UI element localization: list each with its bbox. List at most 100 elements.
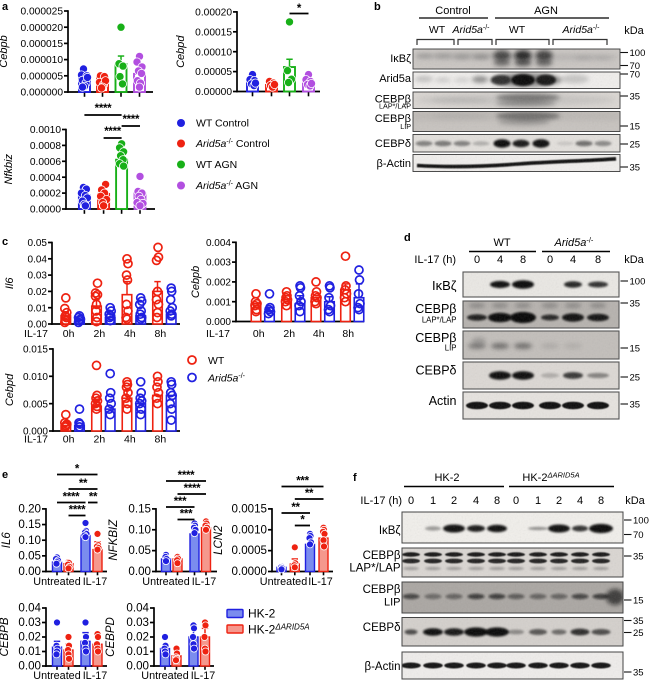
svg-text:0.00020: 0.00020 [195, 8, 232, 19]
svg-text:0.20: 0.20 [18, 503, 41, 516]
svg-text:0.02: 0.02 [28, 287, 48, 298]
svg-text:0.00: 0.00 [28, 320, 48, 331]
svg-text:WT: WT [509, 24, 526, 36]
svg-text:0.001: 0.001 [206, 297, 231, 308]
svg-text:0.03: 0.03 [18, 616, 41, 629]
svg-text:0.003: 0.003 [206, 258, 231, 269]
svg-text:8: 8 [595, 254, 601, 266]
svg-text:IL6: IL6 [1, 532, 13, 549]
svg-text:35: 35 [630, 163, 641, 174]
svg-text:CEBPβ: CEBPβ [375, 113, 411, 125]
svg-text:β-Actin: β-Actin [377, 158, 411, 170]
svg-text:0.00: 0.00 [18, 660, 41, 673]
svg-text:LAP*/LAP: LAP*/LAP [422, 316, 457, 325]
svg-text:IL-17: IL-17 [83, 576, 108, 588]
svg-text:0.000010: 0.000010 [21, 55, 64, 66]
svg-text:a: a [2, 1, 9, 13]
svg-text:CEBPδ: CEBPδ [375, 138, 411, 150]
svg-text:0: 0 [513, 495, 519, 507]
svg-text:0.0010: 0.0010 [232, 523, 267, 536]
svg-text:**: ** [291, 502, 300, 514]
svg-text:LIP: LIP [445, 344, 457, 353]
svg-text:LAP*/LAP: LAP*/LAP [379, 102, 411, 111]
svg-text:0.0005: 0.0005 [232, 544, 267, 557]
svg-text:IL-17: IL-17 [192, 576, 217, 588]
svg-text:35: 35 [630, 92, 641, 103]
svg-text:****: **** [69, 505, 87, 517]
svg-text:1: 1 [535, 495, 541, 507]
svg-text:0.02: 0.02 [126, 631, 149, 644]
svg-text:0h: 0h [63, 434, 75, 446]
svg-text:15: 15 [630, 122, 641, 133]
svg-text:Control: Control [435, 5, 470, 17]
svg-text:8h: 8h [155, 434, 167, 446]
svg-text:**: ** [305, 488, 314, 500]
svg-text:Arid5a-/- Control: Arid5a-/- Control [195, 138, 270, 150]
svg-text:**: ** [79, 478, 88, 490]
svg-text:CEBPβ: CEBPβ [415, 302, 456, 316]
svg-text:*: * [300, 515, 305, 527]
svg-text:0.0000: 0.0000 [30, 205, 61, 216]
svg-text:0.04: 0.04 [18, 602, 41, 615]
svg-text:****: **** [104, 126, 122, 138]
svg-text:8h: 8h [155, 328, 167, 340]
svg-text:4h: 4h [313, 328, 325, 340]
svg-text:0.0002: 0.0002 [30, 189, 61, 200]
svg-text:0.000015: 0.000015 [21, 39, 64, 50]
svg-text:4: 4 [577, 495, 583, 507]
svg-text:4h: 4h [124, 434, 136, 446]
svg-text:LCN2: LCN2 [213, 525, 225, 555]
svg-text:0.00: 0.00 [126, 660, 149, 673]
svg-text:0.00: 0.00 [128, 565, 151, 578]
svg-text:0.10: 0.10 [18, 534, 41, 547]
svg-text:0.04: 0.04 [126, 602, 149, 615]
svg-text:0.000: 0.000 [206, 317, 231, 328]
svg-text:4: 4 [570, 254, 576, 266]
svg-text:e: e [2, 469, 8, 481]
svg-text:0.03: 0.03 [126, 616, 149, 629]
svg-text:35: 35 [630, 299, 641, 310]
svg-text:0.0015: 0.0015 [232, 502, 267, 515]
svg-text:NFKBIZ: NFKBIZ [108, 519, 120, 561]
svg-text:25: 25 [630, 140, 641, 151]
svg-text:2: 2 [451, 495, 457, 507]
svg-text:Untreated: Untreated [33, 670, 80, 682]
svg-text:***: *** [296, 476, 309, 488]
svg-text:Arid5a-/- AGN: Arid5a-/- AGN [195, 180, 258, 192]
svg-text:kDa: kDa [624, 25, 644, 37]
svg-text:***: *** [174, 496, 187, 508]
svg-text:0.01: 0.01 [18, 645, 41, 658]
svg-text:LIP: LIP [400, 122, 411, 131]
svg-text:0.05: 0.05 [18, 549, 41, 562]
svg-text:70: 70 [630, 61, 641, 72]
svg-text:****: **** [122, 114, 140, 126]
svg-text:WT Control: WT Control [196, 118, 249, 130]
svg-text:0: 0 [547, 254, 553, 266]
svg-text:***: *** [180, 509, 193, 521]
svg-text:β-Actin: β-Actin [364, 661, 400, 673]
svg-text:**: ** [89, 492, 98, 504]
svg-text:0.00: 0.00 [18, 565, 41, 578]
svg-text:0.0000: 0.0000 [232, 565, 267, 578]
svg-text:8: 8 [494, 495, 500, 507]
svg-text:4: 4 [497, 254, 503, 266]
svg-text:IκBζ: IκBζ [390, 53, 411, 65]
svg-text:35: 35 [633, 616, 644, 627]
svg-text:2: 2 [556, 495, 562, 507]
svg-text:8: 8 [520, 254, 526, 266]
svg-text:4h: 4h [124, 328, 136, 340]
svg-text:25: 25 [633, 628, 644, 639]
svg-text:0.0008: 0.0008 [30, 141, 61, 152]
svg-text:IL-17: IL-17 [24, 434, 48, 446]
svg-text:0.05: 0.05 [28, 238, 48, 249]
svg-text:Untreated: Untreated [141, 670, 188, 682]
svg-text:0.01: 0.01 [28, 303, 48, 314]
svg-text:IL-17: IL-17 [206, 328, 230, 340]
svg-text:IκBζ: IκBζ [432, 278, 457, 293]
svg-text:Untreated: Untreated [260, 576, 307, 588]
svg-text:AGN: AGN [534, 5, 558, 17]
svg-text:35: 35 [630, 400, 641, 411]
svg-text:WT AGN: WT AGN [196, 159, 237, 171]
svg-text:Cebpb: Cebpb [0, 35, 10, 67]
svg-text:Il6: Il6 [4, 277, 16, 290]
